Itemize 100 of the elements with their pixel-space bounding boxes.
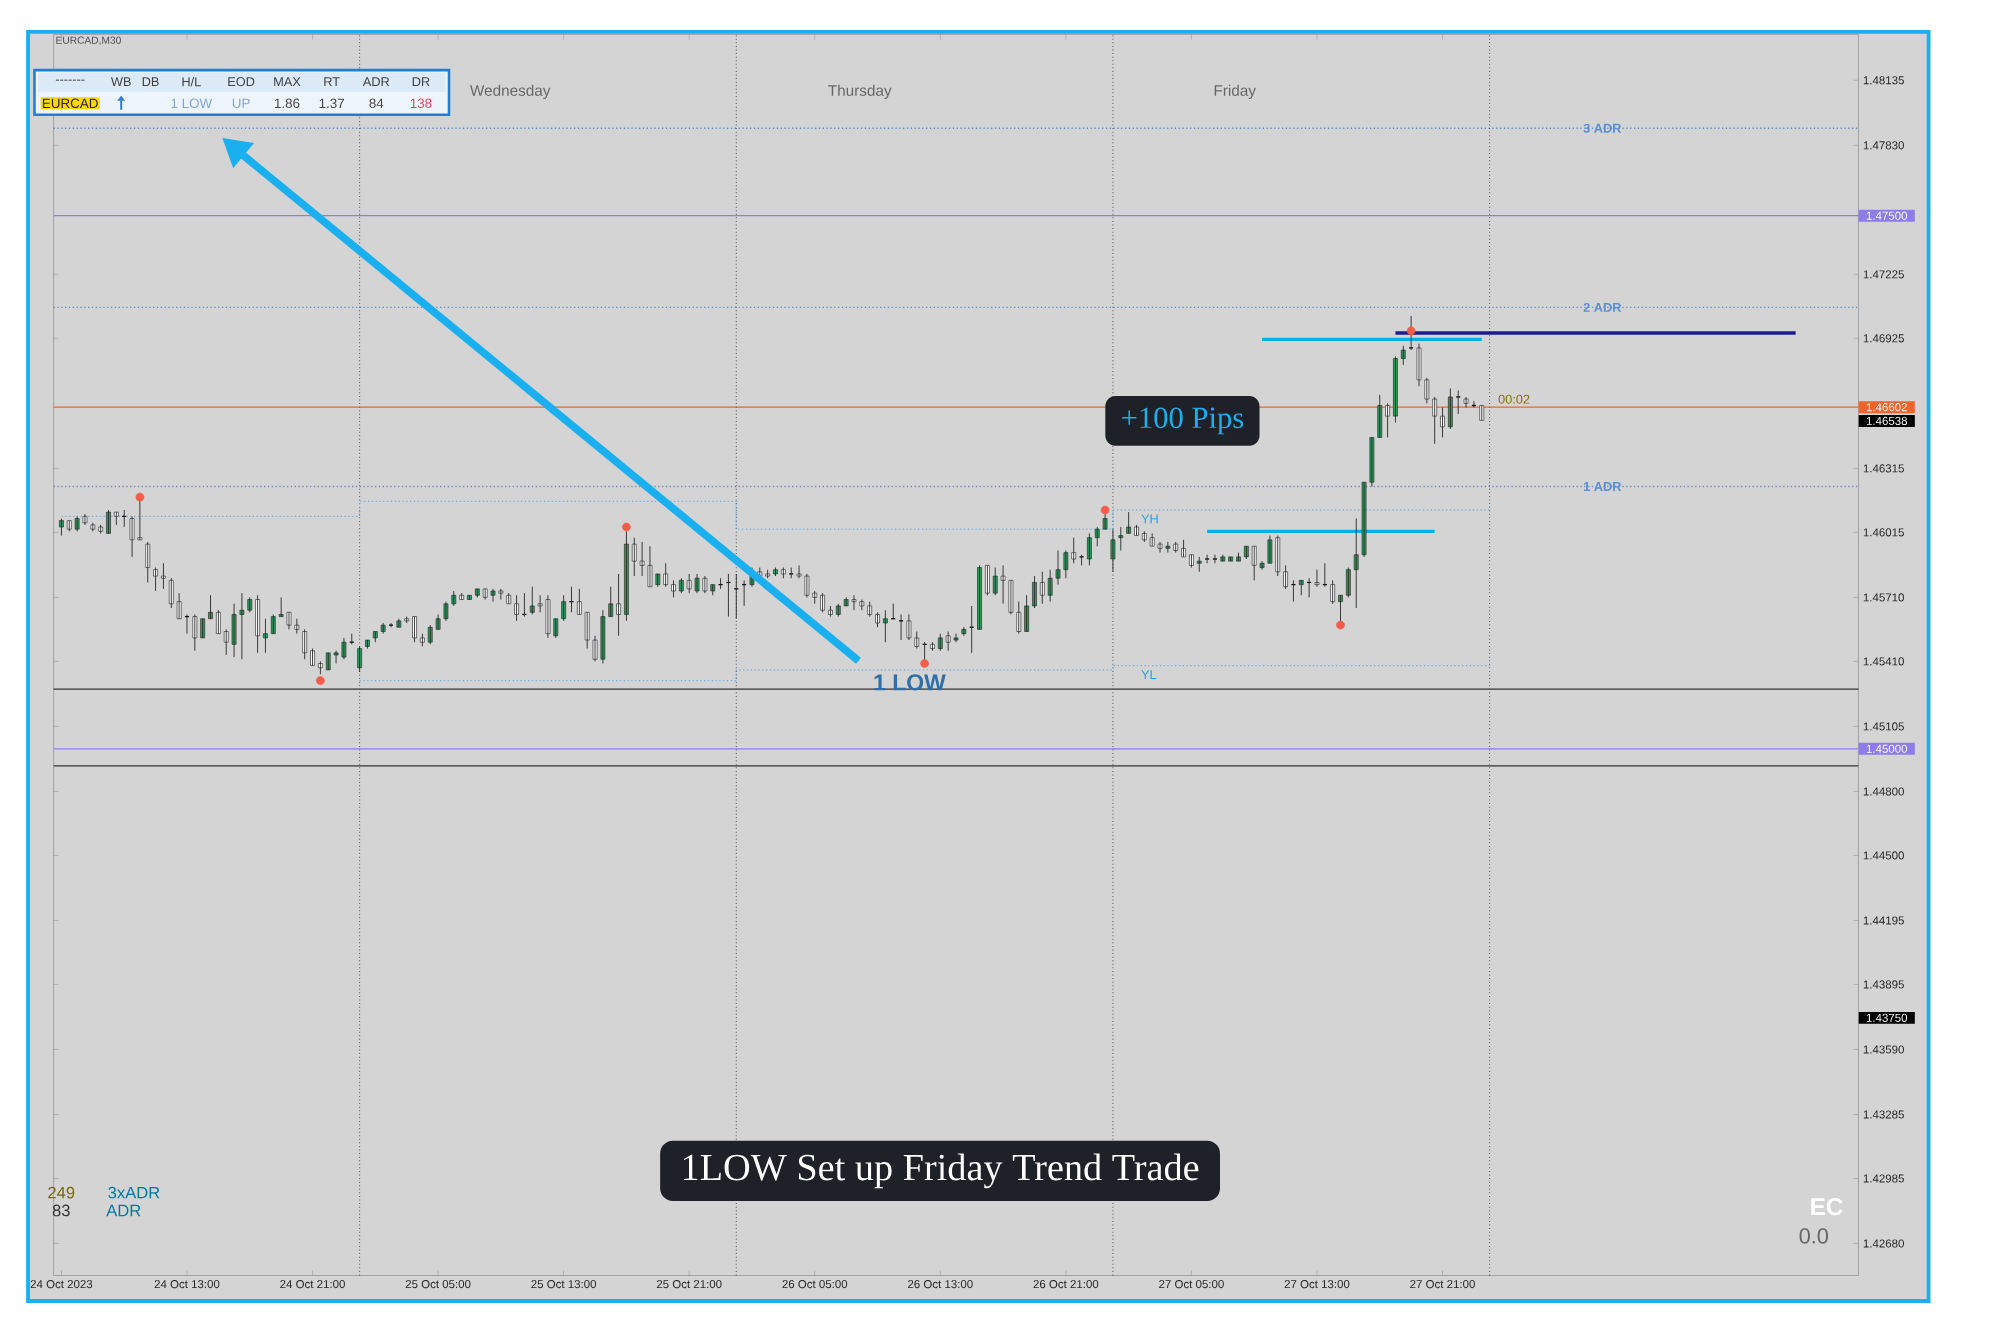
- annotation: DB: [142, 77, 159, 87]
- candlestick: [875, 611, 880, 628]
- annotation: 00:02: [1498, 394, 1530, 404]
- candlestick: [1400, 345, 1406, 366]
- ref-line-label: 2 ADR: [1583, 302, 1622, 312]
- candlestick: [859, 599, 865, 611]
- y-tick-label: 1.43895: [1863, 980, 1904, 989]
- y-tick-label: 1.48135: [1863, 76, 1904, 85]
- annotation: 138: [410, 98, 432, 109]
- candlestick: [223, 628, 229, 656]
- y-tick-label: 1.43590: [1863, 1045, 1904, 1054]
- ref-line-label: 1.45000: [1866, 744, 1908, 753]
- candlestick: [498, 588, 504, 601]
- x-tick-label: 25 Oct 13:00: [531, 1280, 597, 1289]
- ref-line-label: 1.47500: [1866, 211, 1908, 220]
- candlestick: [294, 618, 300, 635]
- annotation: 1.86: [274, 98, 300, 109]
- candlestick: [161, 562, 166, 590]
- candlestick: [937, 633, 943, 652]
- candlestick: [1243, 545, 1249, 560]
- y-tick-label: 1.44500: [1863, 851, 1904, 860]
- candlestick: [788, 567, 794, 579]
- y-tick-label: 1.46015: [1863, 528, 1904, 537]
- annotation: 83: [52, 1204, 70, 1217]
- candlestick: [1440, 407, 1445, 438]
- annotation: WB: [110, 77, 131, 87]
- candlestick: [537, 594, 543, 613]
- annotation: 3xADR: [108, 1186, 160, 1199]
- candlestick: [529, 586, 535, 615]
- annotation: UP: [232, 98, 250, 109]
- x-tick-label: 26 Oct 21:00: [1033, 1280, 1099, 1289]
- point: [1336, 620, 1345, 630]
- text: 1.43750: [1866, 1013, 1908, 1022]
- annotation: EURCAD: [42, 98, 98, 109]
- candlestick: [420, 633, 425, 647]
- point: [1100, 505, 1110, 515]
- candlestick: [992, 567, 998, 596]
- x-tick-label: 25 Oct 21:00: [656, 1280, 722, 1289]
- y-tick-label: 1.47225: [1863, 270, 1904, 279]
- point: [316, 676, 325, 685]
- annotation: Thursday: [828, 84, 892, 100]
- candlestick: [98, 524, 104, 534]
- candlestick: [655, 573, 661, 588]
- candlestick: [584, 611, 590, 650]
- candlestick: [380, 622, 386, 635]
- candlestick: [796, 565, 802, 579]
- annotation: 84: [369, 98, 384, 109]
- ref-line-label: 1 ADR: [1583, 482, 1622, 491]
- x-tick-label: 24 Oct 21:00: [280, 1280, 345, 1289]
- candlestick: [835, 603, 841, 618]
- candlestick: [671, 579, 676, 598]
- ref-line-label: 3 ADR: [1583, 123, 1622, 133]
- candlestick: [200, 618, 206, 639]
- candlestick: [1314, 569, 1320, 588]
- candlestick: [1228, 556, 1234, 562]
- candlestick: [1078, 554, 1085, 566]
- point: [622, 522, 631, 532]
- candlestick: [1385, 402, 1390, 438]
- x-tick-label: 27 Oct 21:00: [1410, 1280, 1475, 1289]
- candlestick: [576, 588, 582, 615]
- candlestick: [490, 588, 496, 603]
- annotation: 249: [48, 1186, 75, 1199]
- candlestick: [945, 631, 951, 652]
- candlestick: [365, 639, 370, 650]
- y-tick-label: 1.43285: [1863, 1110, 1904, 1119]
- candlestick: [1196, 556, 1202, 573]
- candlestick: [1149, 533, 1155, 547]
- candlestick: [1463, 396, 1469, 409]
- candlestick: [192, 614, 198, 652]
- candlestick: [396, 618, 402, 628]
- y-tick-label: 1.42680: [1863, 1239, 1904, 1248]
- y-tick-label: 1.44800: [1863, 787, 1904, 796]
- candlestick: [325, 652, 331, 671]
- candlestick: [1220, 554, 1226, 562]
- y-tick-label: 1.45710: [1863, 593, 1904, 602]
- annotation: 1 LOW: [874, 674, 946, 691]
- candlestick: [1055, 550, 1061, 586]
- candlestick: [1173, 541, 1179, 554]
- text: 1LOW Set up Friday Trend Trade: [683, 1153, 1199, 1189]
- candlestick: [961, 626, 967, 637]
- chart-subtitle: EURCAD,M30: [56, 36, 121, 46]
- point: [1406, 326, 1416, 336]
- candlestick: [1134, 524, 1139, 537]
- point: [135, 492, 145, 502]
- candlestick: [686, 573, 692, 594]
- candlestick: [1479, 405, 1485, 421]
- candlestick: [263, 618, 268, 654]
- candlestick: [781, 567, 786, 579]
- candlestick: [113, 511, 119, 526]
- text: 1.46538: [1866, 416, 1907, 426]
- candlestick: [1126, 511, 1131, 534]
- annotation: 1 LOW: [171, 98, 213, 109]
- y-tick-label: 1.42985: [1863, 1174, 1904, 1183]
- annotation: YH: [1141, 514, 1158, 524]
- candlestick: [867, 601, 873, 618]
- annotation: YL: [1141, 670, 1157, 679]
- x-tick-label: 26 Oct 05:00: [782, 1280, 848, 1289]
- annotation: H/L: [182, 76, 201, 87]
- candlestick: [106, 509, 111, 534]
- candlestick: [482, 588, 488, 601]
